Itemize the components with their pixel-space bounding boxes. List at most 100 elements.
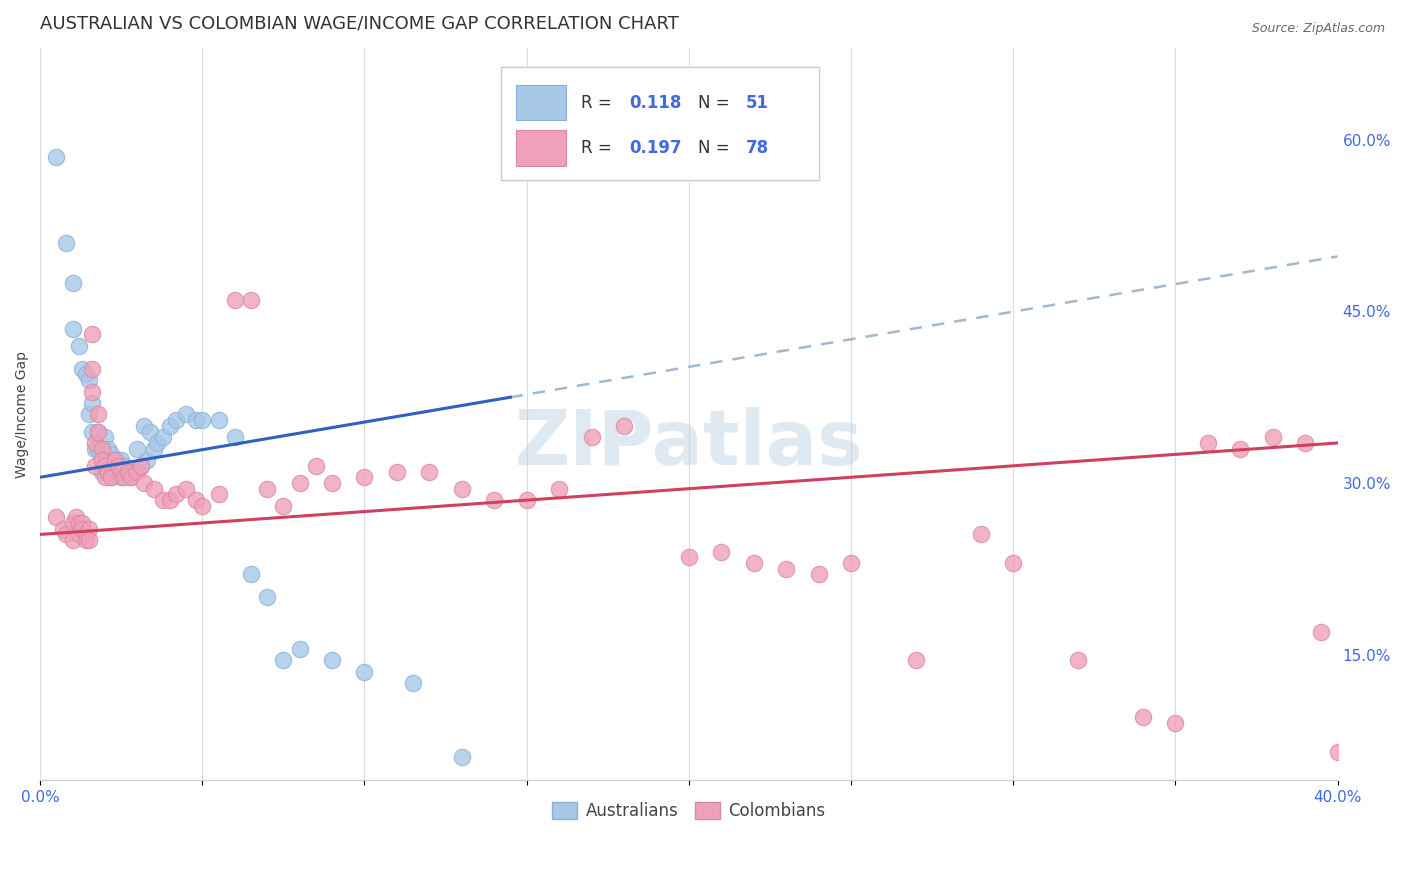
Point [353,470,375,484]
Text: Source: ZipAtlas.com: Source: ZipAtlas.com [1251,22,1385,36]
Point [152,430,174,444]
Point [84,458,107,473]
Point [110,465,132,479]
Point [84,436,107,450]
Point [613,418,636,433]
Point [174,408,197,422]
Point [136,453,159,467]
Point [87,442,110,456]
Point [110,470,132,484]
Point [191,413,214,427]
FancyBboxPatch shape [516,85,565,120]
Point [94,453,117,467]
Point [224,293,246,307]
Point [152,493,174,508]
Point [80,384,103,399]
Point [1067,653,1090,667]
Point [87,408,110,422]
Point [87,425,110,439]
Point [62,516,84,530]
Point [239,567,262,582]
Point [80,425,103,439]
Text: AUSTRALIAN VS COLOMBIAN WAGE/INCOME GAP CORRELATION CHART: AUSTRALIAN VS COLOMBIAN WAGE/INCOME GAP … [41,15,679,33]
Point [129,458,152,473]
Point [132,418,155,433]
Point [165,413,187,427]
Point [1310,624,1333,639]
Point [45,510,67,524]
Point [80,327,103,342]
Point [484,493,506,508]
Point [65,510,87,524]
Point [100,447,122,461]
Point [67,516,90,530]
Point [97,458,120,473]
Text: 0.118: 0.118 [630,94,682,112]
Point [94,458,117,473]
Point [321,475,343,490]
Point [77,373,100,387]
Legend: Australians, Colombians: Australians, Colombians [546,796,832,827]
Point [1326,745,1348,759]
Point [100,470,122,484]
Point [72,361,94,376]
Point [97,465,120,479]
Text: N =: N = [697,139,735,157]
Text: 0.197: 0.197 [630,139,682,157]
Y-axis label: Wage/Income Gap: Wage/Income Gap [15,351,30,478]
Point [678,550,700,565]
Point [110,453,132,467]
Point [305,458,328,473]
FancyBboxPatch shape [516,130,565,166]
Point [191,499,214,513]
Point [146,436,169,450]
Point [385,465,408,479]
Point [418,465,440,479]
Point [775,562,797,576]
Point [62,276,84,290]
Point [321,653,343,667]
Point [104,453,127,467]
Point [273,499,295,513]
Point [1229,442,1251,456]
Point [117,465,139,479]
Point [67,527,90,541]
Point [90,453,112,467]
Point [52,522,75,536]
Point [75,533,97,548]
Point [120,470,142,484]
Point [45,150,67,164]
Point [256,591,278,605]
Point [62,321,84,335]
Text: R =: R = [581,139,617,157]
Point [165,487,187,501]
FancyBboxPatch shape [501,67,818,180]
Point [77,522,100,536]
Point [288,475,311,490]
Point [107,465,129,479]
Point [256,482,278,496]
Point [104,453,127,467]
Point [97,442,120,456]
Point [1197,436,1219,450]
Point [107,458,129,473]
Point [807,567,830,582]
Point [402,676,425,690]
Point [75,527,97,541]
Point [117,465,139,479]
Point [67,339,90,353]
Point [80,396,103,410]
Point [72,516,94,530]
Point [84,442,107,456]
Point [62,533,84,548]
Text: 78: 78 [747,139,769,157]
Point [80,361,103,376]
Point [100,470,122,484]
Point [174,482,197,496]
Point [581,430,603,444]
Point [710,544,733,558]
Point [239,293,262,307]
Point [207,413,229,427]
Point [1164,716,1187,731]
Point [1002,556,1025,570]
